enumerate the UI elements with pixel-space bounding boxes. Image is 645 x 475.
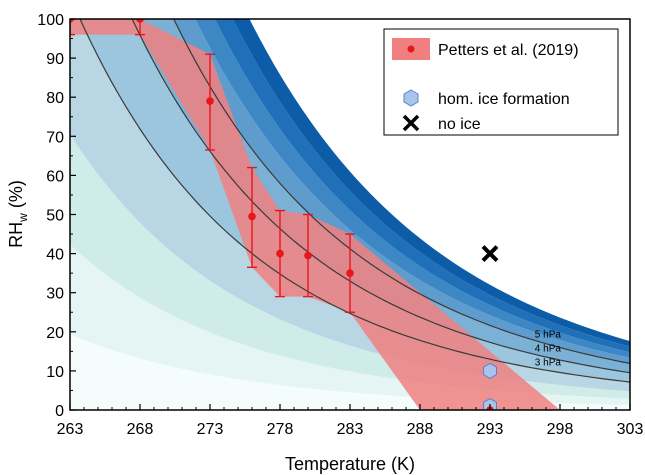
y-tick-label-0: 0 bbox=[55, 403, 64, 420]
petters-point-0 bbox=[70, 19, 74, 23]
y-tick-label-10: 10 bbox=[46, 364, 64, 381]
band-0 bbox=[70, 334, 630, 410]
x-tick-label-268: 268 bbox=[127, 421, 154, 438]
petters-point-5 bbox=[304, 251, 312, 260]
band-3 bbox=[70, 19, 630, 392]
x-tick-label-293: 293 bbox=[477, 421, 504, 438]
petters-region bbox=[70, 19, 560, 410]
curve-label-5hpa: 5 hPa bbox=[535, 329, 562, 340]
y-axis: 0 10 20 30 40 50 60 70 80 90 100 bbox=[37, 12, 76, 420]
y-axis-title-main: RH bbox=[6, 222, 26, 248]
y-tick-label-90: 90 bbox=[46, 51, 64, 68]
y-tick-label-30: 30 bbox=[46, 286, 64, 303]
y-tick-label-50: 50 bbox=[46, 208, 64, 225]
y-tick-label-80: 80 bbox=[46, 90, 64, 107]
legend-petters-marker bbox=[407, 45, 415, 53]
y-tick-label-100: 100 bbox=[37, 12, 64, 29]
y-tick-label-60: 60 bbox=[46, 168, 64, 185]
error-bar-0 bbox=[70, 19, 75, 36]
x-tick-label-278: 278 bbox=[267, 421, 294, 438]
x-axis-title: Temperature (K) bbox=[285, 454, 415, 474]
hom-ice-point-0 bbox=[483, 362, 497, 379]
petters-point-6 bbox=[346, 269, 354, 277]
x-tick-label-283: 283 bbox=[337, 421, 364, 438]
petters-point-1 bbox=[136, 19, 144, 23]
petters-point-2 bbox=[206, 97, 214, 105]
x-tick-label-273: 273 bbox=[197, 421, 224, 438]
y-tick-label-20: 20 bbox=[46, 325, 64, 342]
x-tick-label-298: 298 bbox=[547, 421, 574, 438]
band-2 bbox=[70, 134, 630, 399]
curve-3hpa bbox=[79, 19, 630, 383]
no-ice-stroke-b bbox=[481, 245, 499, 263]
data-points bbox=[70, 19, 499, 410]
legend-petters-label: Petters et al. (2019) bbox=[438, 42, 579, 59]
legend: Petters et al. (2019) hom. ice formation… bbox=[383, 28, 619, 136]
legend-no-ice-marker bbox=[402, 114, 420, 132]
x-axis: 263 268 273 278 283 288 293 298 303 bbox=[57, 404, 644, 438]
petters-point-4 bbox=[276, 249, 284, 258]
curve-label-4hpa: 4 hPa bbox=[535, 343, 562, 354]
y-tick-label-40: 40 bbox=[46, 247, 64, 264]
petters-point-3 bbox=[248, 212, 256, 221]
y-axis-title: RHw (%) bbox=[6, 180, 30, 248]
y-axis-title-unit: (%) bbox=[6, 180, 26, 213]
legend-hom-ice-marker bbox=[403, 89, 419, 107]
curve-labels: 5 hPa 4 hPa 3 hPa bbox=[535, 329, 562, 368]
x-tick-label-288: 288 bbox=[407, 421, 434, 438]
legend-no-ice-label: no ice bbox=[438, 116, 481, 133]
legend-hom-ice-label: hom. ice formation bbox=[438, 91, 570, 108]
petters-region-shape bbox=[70, 19, 560, 410]
y-tick-label-70: 70 bbox=[46, 129, 64, 146]
x-tick-label-303: 303 bbox=[617, 421, 644, 438]
y-axis-title-sub: w bbox=[16, 213, 30, 223]
curve-label-3hpa: 3 hPa bbox=[535, 357, 562, 368]
no-ice-point-0 bbox=[481, 245, 499, 263]
x-tick-label-263: 263 bbox=[57, 421, 84, 438]
band-1 bbox=[70, 244, 630, 405]
